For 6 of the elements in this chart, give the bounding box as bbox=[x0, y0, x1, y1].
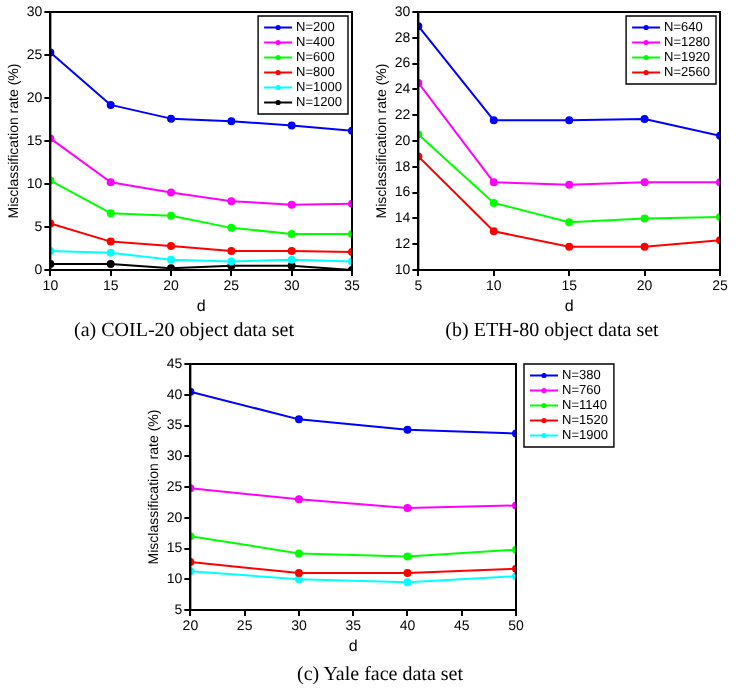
text: (b) ETH-80 object data set bbox=[443, 320, 661, 342]
x-axis-title: d bbox=[564, 296, 574, 315]
text: (c) Yale face data set bbox=[294, 664, 465, 686]
text: (a) COIL-20 object data set bbox=[72, 320, 296, 342]
x-axis-title: d bbox=[196, 296, 206, 315]
x-axis-title: d bbox=[348, 636, 358, 655]
